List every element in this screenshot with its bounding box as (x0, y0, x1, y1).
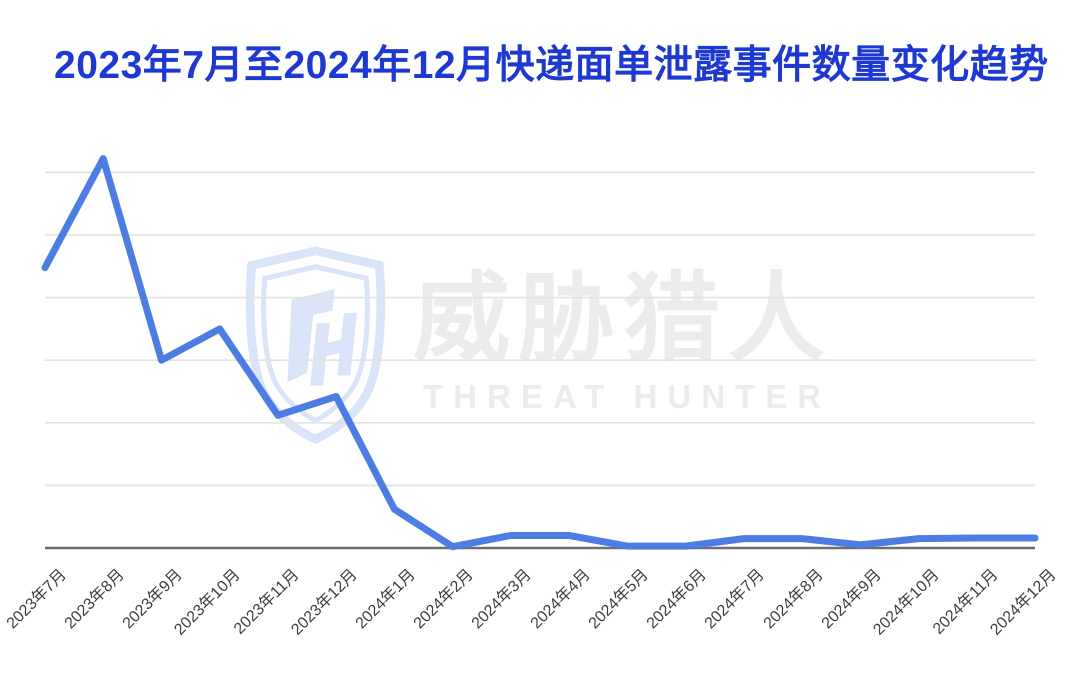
watermark-en-text: THREAT HUNTER (423, 378, 832, 415)
x-axis-label: 2024年5月 (585, 566, 652, 633)
x-axis-label: 2024年6月 (643, 566, 710, 633)
x-axis-label: 2024年8月 (760, 566, 827, 633)
chart-title: 2023年7月至2024年12月快递面单泄露事件数量变化趋势 (54, 44, 1049, 87)
x-axis-label: 2024年2月 (410, 566, 477, 633)
x-axis-label: 2024年7月 (701, 566, 769, 633)
x-axis-label: 2023年8月 (61, 566, 128, 633)
watermark-cn-text: 威胁猎人 (413, 264, 833, 373)
x-axis-label: 2024年1月 (352, 566, 419, 633)
x-axis-label: 2024年3月 (469, 566, 536, 633)
trend-line (41, 155, 1039, 551)
threat-hunter-shield-logo (245, 246, 386, 444)
x-axis-label: 2024年4月 (527, 566, 594, 633)
x-axis-label: 2023年7月 (3, 566, 70, 633)
